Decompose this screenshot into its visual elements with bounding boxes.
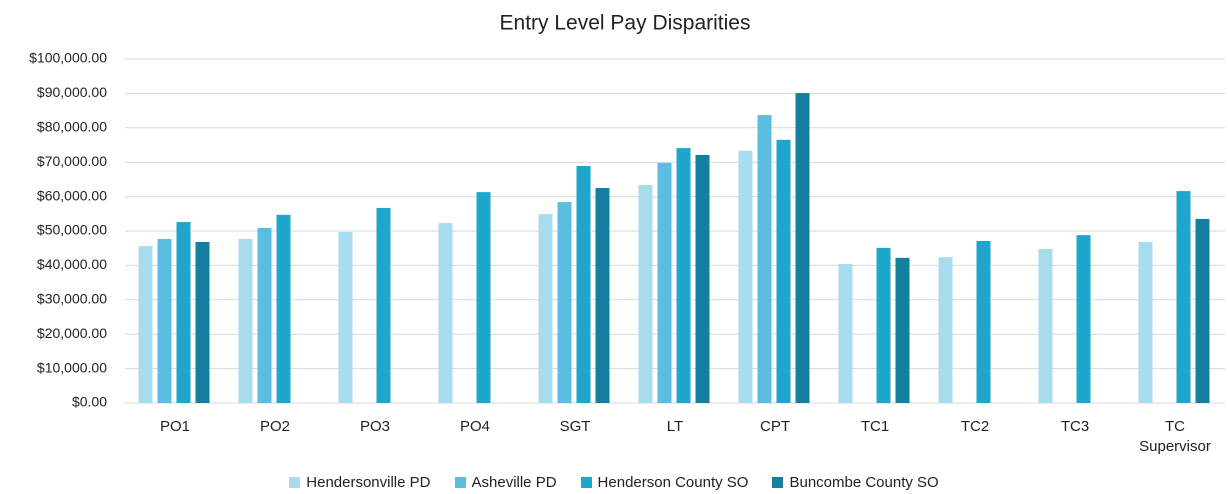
x-tick-label: PO2 — [259, 418, 290, 435]
bar — [557, 202, 572, 403]
x-tick-label: PO3 — [359, 418, 390, 435]
legend-label: Buncombe County SO — [789, 474, 939, 491]
y-tick-label: $70,000.00 — [37, 153, 107, 169]
x-tick-label: LT — [666, 418, 684, 435]
bar — [638, 184, 653, 403]
chart-title: Entry Level Pay Disparities — [500, 12, 751, 35]
legend-item: Asheville PD — [454, 474, 557, 491]
bar — [538, 214, 553, 403]
bar — [157, 238, 172, 403]
y-tick-label: $80,000.00 — [37, 119, 107, 135]
legend-item: Buncombe County SO — [772, 474, 939, 491]
x-tick-label: CPT — [760, 418, 790, 435]
legend: Hendersonville PD Asheville PD Henderson C… — [0, 474, 1228, 491]
bar — [695, 154, 710, 403]
bar — [276, 214, 291, 403]
legend-swatch — [289, 477, 301, 488]
legend-label: Henderson County SO — [597, 474, 749, 491]
bar — [138, 246, 153, 403]
legend-swatch — [454, 477, 466, 488]
bar — [795, 93, 810, 403]
y-tick-label: $100,000.00 — [29, 50, 107, 66]
x-tick-label: PO4 — [459, 418, 490, 435]
legend-item: Hendersonville PD — [289, 474, 431, 491]
bar — [1195, 218, 1210, 403]
x-tick-label: TC1 — [860, 418, 890, 435]
x-tick-label: SGT — [559, 418, 591, 435]
x-tick-label: TC2 — [960, 418, 990, 435]
x-tick-label: TC Supervisor — [1139, 418, 1211, 455]
bar — [176, 222, 191, 403]
bar — [576, 165, 591, 403]
y-tick-label: $20,000.00 — [37, 325, 107, 341]
bar — [1176, 191, 1191, 403]
y-tick-label: $10,000.00 — [37, 359, 107, 375]
legend-swatch — [772, 477, 784, 488]
bar — [976, 240, 991, 403]
bar — [738, 150, 753, 403]
bar — [195, 242, 210, 403]
bar — [776, 139, 791, 403]
y-tick-label: $0.00 — [72, 394, 107, 410]
bar — [876, 247, 891, 403]
legend-swatch — [580, 477, 592, 488]
bar — [376, 207, 391, 403]
bar — [657, 162, 672, 403]
bar — [1038, 248, 1053, 403]
y-tick-label: $60,000.00 — [37, 187, 107, 203]
bar — [1138, 242, 1153, 403]
x-tick-label: TC3 — [1060, 418, 1090, 435]
bar — [257, 227, 272, 403]
bar — [757, 115, 772, 404]
legend-label: Hendersonville PD — [306, 474, 431, 491]
bar — [595, 188, 610, 403]
bar — [676, 148, 691, 403]
bar — [476, 192, 491, 403]
y-tick-label: $50,000.00 — [37, 222, 107, 238]
bar — [938, 257, 953, 403]
bar — [438, 223, 453, 403]
legend-label: Asheville PD — [471, 474, 557, 491]
x-tick-label: PO1 — [159, 418, 190, 435]
bar — [895, 257, 910, 403]
bar — [1076, 235, 1091, 403]
bar — [338, 232, 353, 403]
bar — [238, 238, 253, 403]
y-tick-label: $90,000.00 — [37, 84, 107, 100]
y-tick-label: $30,000.00 — [37, 291, 107, 307]
bar — [838, 264, 853, 403]
legend-item: Henderson County SO — [580, 474, 749, 491]
y-tick-label: $40,000.00 — [37, 256, 107, 272]
